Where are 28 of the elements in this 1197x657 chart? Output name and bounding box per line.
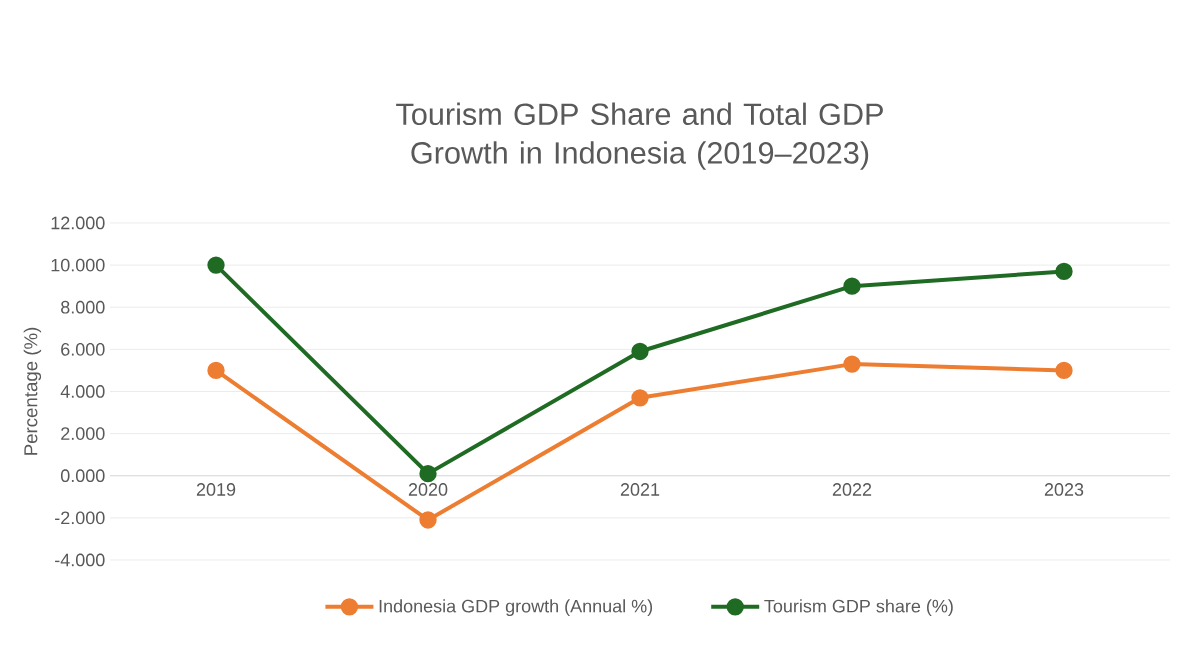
y-tick-label: 8.000 <box>61 300 105 314</box>
point <box>631 342 649 361</box>
y-axis-title: Percentage (%) <box>23 327 42 455</box>
y-tick-label: 2.000 <box>61 427 105 440</box>
x-tick-label: 2022 <box>832 483 872 496</box>
point <box>1055 262 1073 281</box>
chart-title: Tourism GDP Share and Total GDP Growth in Indonesia (2019–2023) <box>396 102 883 170</box>
point <box>419 511 437 529</box>
x-tick-label: 2023 <box>1044 483 1084 496</box>
y-tick-label: 12.000 <box>51 216 105 230</box>
point <box>419 464 437 483</box>
point <box>631 389 649 407</box>
point <box>843 277 861 295</box>
point <box>207 256 225 274</box>
y-tick-label: -4.000 <box>55 553 105 567</box>
point <box>1055 361 1073 380</box>
x-tick-label: 2021 <box>620 483 660 496</box>
point <box>207 361 225 380</box>
y-tick-label: 0.000 <box>60 469 105 483</box>
legend-label: Indonesia GDP growth (Annual %) <box>379 599 653 617</box>
x-tick-label: 2020 <box>408 483 448 496</box>
x-tick-label: 2019 <box>196 483 236 496</box>
legend-label: Tourism GDP share (%) <box>764 599 953 617</box>
point <box>843 355 861 373</box>
y-tick-label: 10.000 <box>51 258 105 272</box>
y-tick-label: 4.000 <box>60 385 105 398</box>
y-tick-label: -2.000 <box>55 511 105 525</box>
y-tick-label: 6.000 <box>61 342 105 356</box>
